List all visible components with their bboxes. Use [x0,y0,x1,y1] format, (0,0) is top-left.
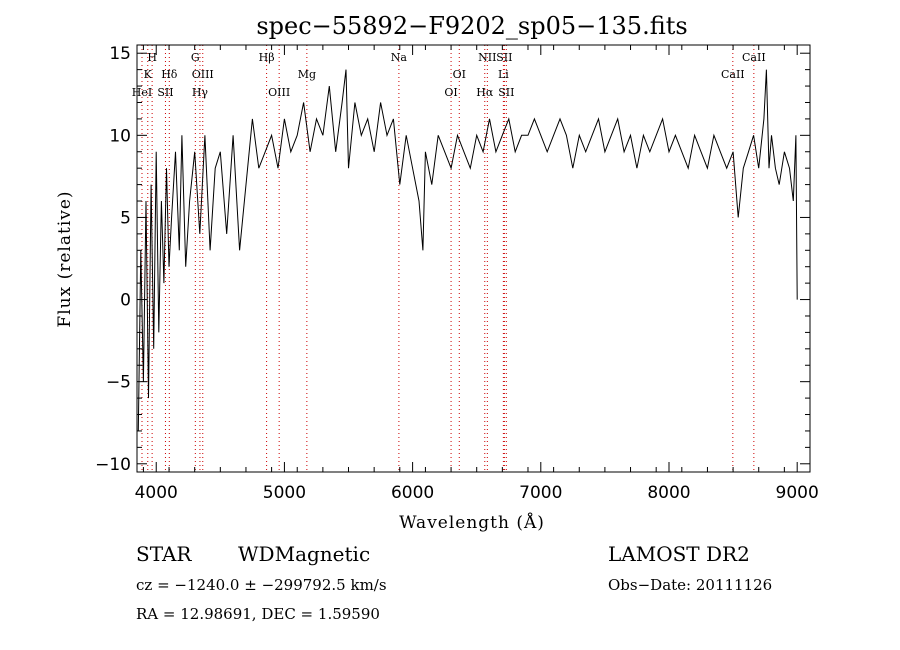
redshift-velocity: cz = −1240.0 ± −299792.5 km/s [136,576,387,594]
chart-title: spec−55892−F9202_sp05−135.fits [256,12,687,40]
line-label-8: Hβ [259,51,275,64]
line-label-19: CaII [742,51,766,64]
spectral-line-markers [141,45,755,472]
y-tick-label-0: −10 [95,455,131,475]
line-label-15: SII [496,51,512,64]
spectrum-line [137,69,798,431]
coordinates: RA = 12.98691, DEC = 1.59590 [136,605,380,623]
line-label-20: CaII [721,68,745,81]
line-label-16: Li [498,68,509,81]
line-label-5: G [191,51,200,64]
line-label-14: NII [478,51,496,64]
y-tick-label-4: 10 [109,126,131,146]
survey-name: LAMOST DR2 [608,542,750,566]
line-label-12: OI [453,68,466,81]
line-label-0: H [147,51,157,64]
spectrum-chart: spec−55892−F9202_sp05−135.fits 4000 5000 6… [55,12,819,533]
line-label-18: SII [498,86,514,99]
line-label-1: K [144,68,153,81]
line-label-17: Hα [476,86,494,99]
line-label-6: OIII [192,68,214,81]
line-label-7: Hγ [192,86,209,99]
y-tick-label-1: −5 [106,373,131,393]
axis-ticks: 4000 5000 6000 7000 8000 9000 −10 −5 0 5 10 15 [95,44,819,503]
x-tick-label-1: 5000 [263,483,306,503]
observation-date: Obs−Date: 20111126 [608,576,773,594]
y-tick-label-5: 15 [109,44,131,64]
line-label-11: Na [391,51,408,64]
object-class: STAR [136,542,192,566]
x-tick-label-5: 9000 [776,483,819,503]
plot-frame [136,44,811,473]
x-tick-label-0: 4000 [135,483,178,503]
x-tick-label-4: 8000 [647,483,690,503]
x-tick-label-2: 6000 [391,483,434,503]
line-label-9: Mg [298,68,316,81]
y-axis-label: Flux (relative) [55,190,75,327]
line-label-13: OI [444,86,457,99]
line-label-2: Hδ [161,68,178,81]
x-tick-label-3: 7000 [519,483,562,503]
y-tick-label-3: 5 [120,208,131,228]
y-tick-label-2: 0 [120,291,131,311]
line-label-3: HeI [132,86,152,99]
line-label-4: SII [157,86,173,99]
line-label-10: OIII [268,86,290,99]
x-axis-label: Wavelength (Å) [399,512,545,533]
object-subclass: WDMagnetic [238,542,371,566]
